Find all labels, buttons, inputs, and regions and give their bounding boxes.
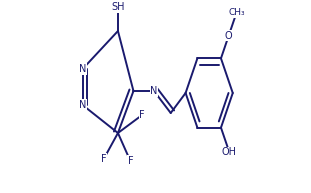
Text: F: F — [128, 156, 133, 166]
Text: SH: SH — [111, 2, 125, 12]
Text: CH₃: CH₃ — [228, 8, 245, 17]
Text: N: N — [150, 86, 158, 96]
Text: O: O — [225, 30, 233, 41]
Text: F: F — [101, 154, 106, 164]
Text: OH: OH — [222, 147, 237, 157]
Text: F: F — [139, 110, 145, 120]
Text: N: N — [79, 100, 86, 110]
Text: N: N — [79, 64, 86, 74]
